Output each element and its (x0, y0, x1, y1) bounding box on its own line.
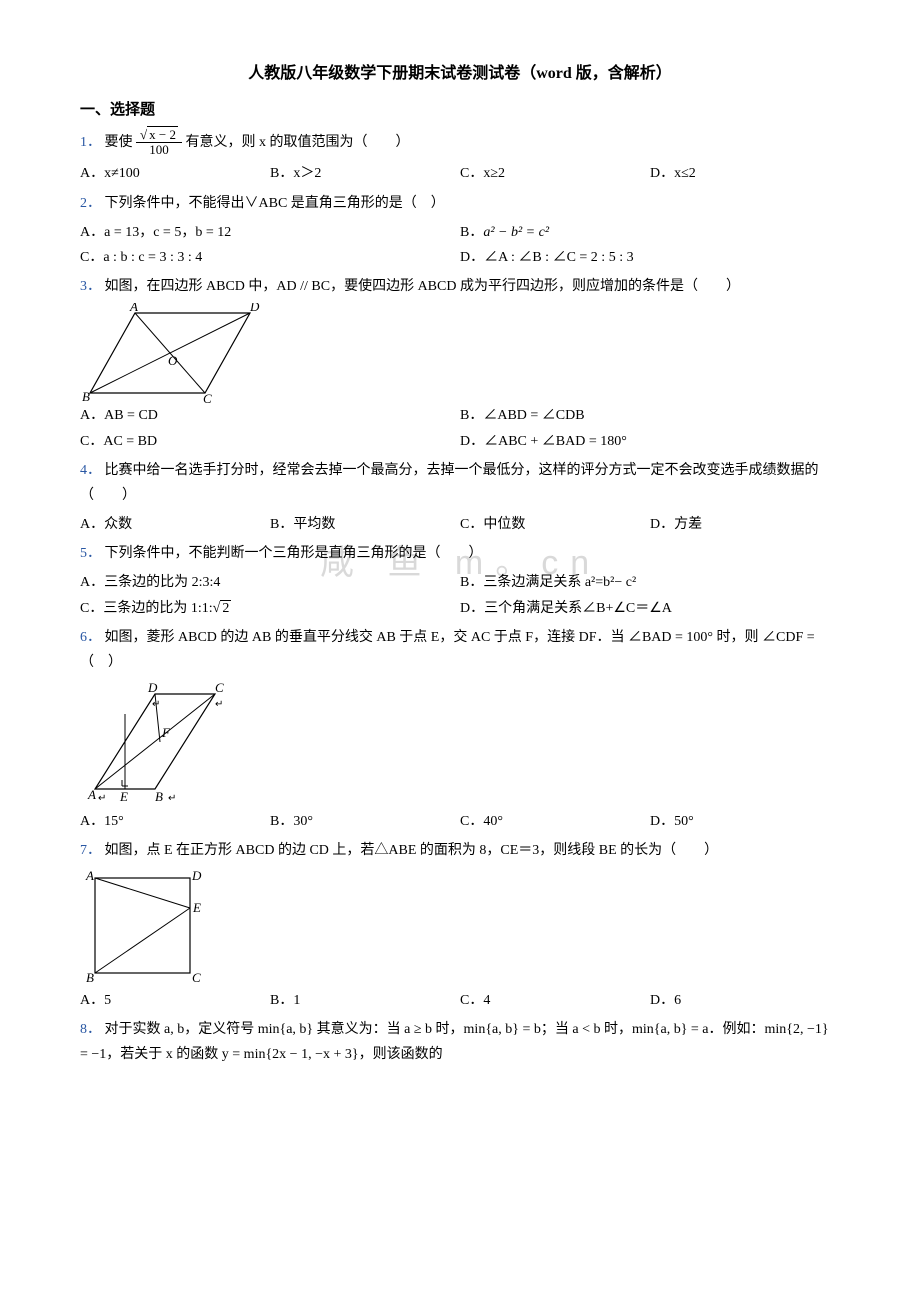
question-7: 7． 如图，点 E 在正方形 ABCD 的边 CD 上，若△ABE 的面积为 8… (80, 838, 840, 863)
question-4: 4． 比赛中给一名选手打分时，经常会去掉一个最高分，去掉一个最低分，这样的评分方… (80, 458, 840, 508)
svg-text:D: D (191, 868, 202, 883)
q5-opt-c-sqrt: 2 (213, 596, 232, 621)
q2-opt-b-eq: a² − b² = c² (483, 225, 549, 240)
q7-figure: A D E B C (80, 868, 840, 988)
svg-text:D: D (147, 680, 158, 695)
q1-text-after: 有意义，则 x 的取值范围为（ ） (185, 135, 409, 150)
svg-text:B: B (155, 789, 163, 804)
question-1: 1． 要使 x − 2 100 有意义，则 x 的取值范围为（ ） (80, 128, 840, 158)
q5-opt-c-pre: C．三条边的比为 1:1: (80, 601, 213, 616)
question-3: 3． 如图，在四边形 ABCD 中，AD // BC，要使四边形 ABCD 成为… (80, 274, 840, 299)
q2-opt-d: D．∠A : ∠B : ∠C = 2 : 5 : 3 (460, 245, 840, 270)
q3-opt-d: D．∠ABC + ∠BAD = 180° (460, 429, 840, 454)
q6-figure: A E B C D F ↵ ↵ ↵ ↵ (80, 679, 840, 809)
q7-opt-c: C．4 (460, 988, 650, 1013)
q7-opt-d: D．6 (650, 988, 840, 1013)
q7-text: 如图，点 E 在正方形 ABCD 的边 CD 上，若△ABE 的面积为 8，CE… (105, 843, 719, 858)
q5-text: 下列条件中，不能判断一个三角形是直角三角形的是（ ） (105, 546, 483, 561)
q4-opt-c: C．中位数 (460, 512, 650, 537)
q1-fraction: x − 2 100 (136, 128, 182, 158)
svg-text:↵: ↵ (98, 793, 106, 804)
svg-text:C: C (192, 970, 201, 985)
q5-opt-a: A．三条边的比为 2:3:4 (80, 570, 460, 595)
svg-text:D: D (249, 303, 260, 314)
q5-options-row2: C．三条边的比为 1:1: 2 D．三个角满足关系∠B+∠C＝∠A (80, 596, 840, 621)
question-6: 6． 如图，菱形 ABCD 的边 AB 的垂直平分线交 AB 于点 E，交 AC… (80, 625, 840, 675)
svg-text:A: A (129, 303, 138, 314)
q1-opt-d: D．x≤2 (650, 161, 840, 186)
svg-text:B: B (86, 970, 94, 985)
q8-number: 8． (80, 1022, 101, 1037)
q5-opt-c-rad: 2 (220, 600, 231, 616)
q3-opt-c: C．AC = BD (80, 429, 460, 454)
q1-denominator: 100 (136, 143, 182, 157)
q6-opt-b: B．30° (270, 809, 460, 834)
q3-number: 3． (80, 279, 101, 294)
svg-text:F: F (161, 725, 171, 740)
q3-options-row2: C．AC = BD D．∠ABC + ∠BAD = 180° (80, 429, 840, 454)
q6-options: A．15° B．30° C．40° D．50° (80, 809, 840, 834)
svg-text:C: C (203, 391, 212, 403)
q2-opt-b: B．a² − b² = c² (460, 220, 840, 245)
q4-opt-a: A．众数 (80, 512, 270, 537)
svg-text:↵: ↵ (152, 699, 160, 710)
section-heading: 一、选择题 (80, 97, 840, 124)
q5-opt-b: B．三条边满足关系 a²=b²− c² (460, 570, 840, 595)
q1-opt-c: C．x≥2 (460, 161, 650, 186)
q7-options: A．5 B．1 C．4 D．6 (80, 988, 840, 1013)
q2-number: 2． (80, 196, 101, 211)
q3-figure: A D B C O (80, 303, 840, 403)
q7-number: 7． (80, 843, 101, 858)
svg-text:C: C (215, 680, 224, 695)
question-2: 2． 下列条件中，不能得出∨ABC 是直角三角形的是（ ） (80, 191, 840, 216)
q6-number: 6． (80, 630, 101, 645)
q1-options: A．x≠100 B．x＞2 C．x≥2 D．x≤2 (80, 161, 840, 186)
q2-options-row2: C．a : b : c = 3 : 3 : 4 D．∠A : ∠B : ∠C =… (80, 245, 840, 270)
q2-opt-c: C．a : b : c = 3 : 3 : 4 (80, 245, 460, 270)
question-5: 5． 下列条件中，不能判断一个三角形是直角三角形的是（ ） (80, 541, 840, 566)
q3-opt-a: A．AB = CD (80, 403, 460, 428)
svg-text:E: E (192, 900, 201, 915)
q3-options-row1: A．AB = CD B．∠ABD = ∠CDB (80, 403, 840, 428)
q4-opt-b: B．平均数 (270, 512, 460, 537)
q3-text: 如图，在四边形 ABCD 中，AD // BC，要使四边形 ABCD 成为平行四… (105, 279, 740, 294)
q7-opt-b: B．1 (270, 988, 460, 1013)
q1-opt-b: B．x＞2 (270, 161, 460, 186)
q4-opt-d: D．方差 (650, 512, 840, 537)
q1-sqrt: x − 2 (140, 128, 178, 142)
svg-text:E: E (119, 789, 128, 804)
q6-text: 如图，菱形 ABCD 的边 AB 的垂直平分线交 AB 于点 E，交 AC 于点… (80, 630, 815, 670)
q8-text: 对于实数 a, b，定义符号 min{a, b} 其意义为：当 a ≥ b 时，… (80, 1022, 829, 1062)
q5-options-row1: A．三条边的比为 2:3:4 B．三条边满足关系 a²=b²− c² (80, 570, 840, 595)
q1-number: 1． (80, 135, 101, 150)
q6-opt-d: D．50° (650, 809, 840, 834)
svg-text:A: A (85, 868, 94, 883)
q4-text: 比赛中给一名选手打分时，经常会去掉一个最高分，去掉一个最低分，这样的评分方式一定… (80, 463, 819, 503)
page-title: 人教版八年级数学下册期末试卷测试卷（word 版，含解析） (80, 60, 840, 89)
svg-text:B: B (82, 389, 90, 403)
svg-text:O: O (168, 353, 178, 368)
q2-opt-b-pre: B． (460, 225, 483, 240)
q2-opt-a: A．a = 13，c = 5，b = 12 (80, 220, 460, 245)
q4-number: 4． (80, 463, 101, 478)
q2-options-row1: A．a = 13，c = 5，b = 12 B．a² − b² = c² (80, 220, 840, 245)
q3-opt-b: B．∠ABD = ∠CDB (460, 403, 840, 428)
q4-options: A．众数 B．平均数 C．中位数 D．方差 (80, 512, 840, 537)
q6-opt-a: A．15° (80, 809, 270, 834)
q5-opt-c: C．三条边的比为 1:1: 2 (80, 596, 460, 621)
svg-text:↵: ↵ (168, 793, 176, 804)
q5-opt-d: D．三个角满足关系∠B+∠C＝∠A (460, 596, 840, 621)
question-8: 8． 对于实数 a, b，定义符号 min{a, b} 其意义为：当 a ≥ b… (80, 1017, 840, 1067)
svg-text:A: A (87, 787, 96, 802)
svg-text:↵: ↵ (215, 699, 223, 710)
q5-number: 5． (80, 546, 101, 561)
q1-text-before: 要使 (105, 135, 133, 150)
q1-opt-a: A．x≠100 (80, 161, 270, 186)
q1-radicand: x − 2 (147, 126, 178, 142)
q7-opt-a: A．5 (80, 988, 270, 1013)
q2-text: 下列条件中，不能得出∨ABC 是直角三角形的是（ ） (105, 196, 445, 211)
q6-opt-c: C．40° (460, 809, 650, 834)
